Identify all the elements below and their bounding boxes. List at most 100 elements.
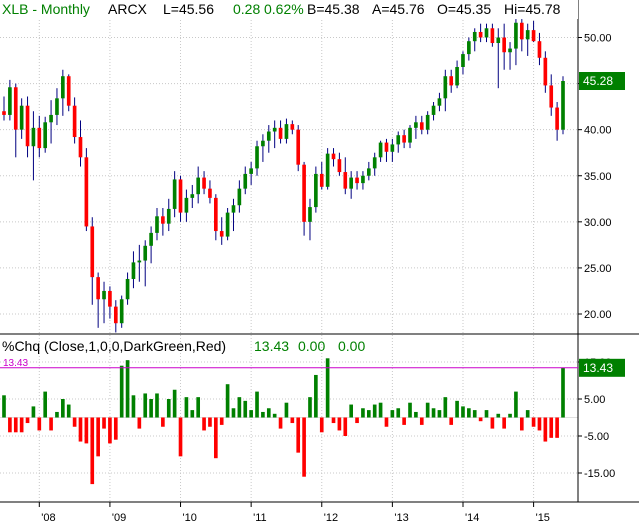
candle [478, 23, 483, 43]
candle-body [178, 179, 183, 213]
candle [496, 28, 501, 89]
x-tick-label: '10 [183, 512, 197, 524]
candle [449, 69, 454, 93]
x-tick-label: '13 [394, 512, 408, 524]
candle-body [419, 122, 424, 130]
candle-body [502, 37, 506, 53]
candle-body [349, 177, 353, 189]
pct-change-bar [155, 393, 159, 418]
candle-body [266, 131, 271, 141]
pct-change-bar [2, 395, 6, 418]
pct-change-bar [437, 410, 442, 418]
indicator-tick-label: -5.00 [584, 431, 609, 443]
candle [90, 217, 95, 305]
candle-body [25, 105, 30, 147]
candle-body [337, 159, 342, 173]
pct-change-bar [531, 417, 536, 427]
pct-change-bar [96, 417, 100, 457]
pct-change-bar [55, 411, 59, 418]
pct-change-bar [361, 408, 365, 418]
last-indicator-badge-text: 13.43 [583, 361, 613, 375]
candle-body [161, 216, 165, 224]
candle [396, 131, 401, 153]
pct-change-bar [519, 417, 524, 431]
candle [384, 138, 389, 162]
candle [502, 23, 506, 70]
pct-change-bar [8, 417, 12, 433]
x-tick-label: '15 [536, 512, 550, 524]
pct-change-bar [455, 400, 459, 418]
pct-change-bar [249, 410, 253, 418]
pct-change-bar [243, 400, 248, 418]
candle-body [284, 124, 289, 139]
pct-change-bar [184, 397, 189, 418]
candle [402, 129, 406, 149]
candle [467, 37, 471, 61]
price-tick-label: 25.00 [584, 263, 612, 275]
candle [96, 272, 100, 328]
candle [372, 152, 377, 176]
price-tick-label: 50.00 [584, 33, 612, 45]
pct-change-bar [343, 417, 348, 436]
indicator-tick-label: -15.00 [584, 468, 615, 480]
candle-body [361, 175, 365, 184]
candle [190, 184, 195, 209]
x-tick-label: '11 [253, 512, 267, 524]
last-price-badge-text: 45.28 [583, 74, 613, 88]
pct-change-bar [214, 417, 218, 459]
pct-change-bars [0, 358, 578, 485]
candle-body [166, 208, 171, 224]
candle-body [331, 153, 336, 160]
pct-change-bar [408, 402, 412, 418]
candle [325, 148, 330, 190]
x-tick-label: '08 [41, 512, 55, 524]
candle-body [8, 87, 12, 115]
candle-body [372, 157, 377, 169]
candle [119, 295, 124, 328]
candle [255, 140, 259, 176]
pct-change-bar [66, 404, 71, 418]
pct-change-bar [196, 397, 201, 418]
candle-body [308, 207, 312, 222]
candle [537, 32, 542, 66]
candle [378, 140, 383, 162]
indicator-header: %Chq (Close,1,0,0,DarkGreen,Red) 13.43 0… [2, 338, 365, 354]
candle-body [378, 142, 383, 158]
candle [19, 98, 24, 139]
pct-change-bar [61, 399, 65, 418]
candle-body [149, 232, 153, 246]
pct-change-bar [425, 402, 430, 418]
pct-change-bar [43, 391, 48, 418]
candle-body [302, 164, 306, 222]
candle [284, 118, 289, 144]
candle-body [478, 31, 483, 38]
candle-body [84, 157, 89, 227]
candle-body [325, 153, 330, 187]
candle-body [455, 66, 459, 86]
candle [355, 171, 359, 190]
candle-body [155, 216, 159, 233]
indicator-reference-label: 13.43 [3, 358, 28, 369]
pct-change-bar [484, 410, 489, 418]
indicator-value-2: 0.00 [298, 338, 325, 354]
price-tick-label: 20.00 [584, 309, 612, 321]
candle [490, 23, 495, 47]
price-tick-label: 40.00 [584, 125, 612, 137]
pct-change-bar [549, 417, 554, 438]
candle-body [272, 127, 277, 132]
candle-body [461, 54, 465, 67]
candle [431, 102, 436, 121]
candle [519, 19, 524, 52]
candle-body [96, 277, 100, 300]
candle-body [49, 114, 53, 123]
candle [296, 125, 301, 172]
candle-body [219, 231, 224, 237]
pct-change-bar [319, 417, 324, 433]
pct-change-bar [72, 417, 77, 427]
pct-change-bar [37, 417, 42, 431]
candle [72, 97, 77, 144]
candle [49, 100, 53, 144]
candle [37, 115, 42, 158]
candle-body [390, 144, 395, 152]
